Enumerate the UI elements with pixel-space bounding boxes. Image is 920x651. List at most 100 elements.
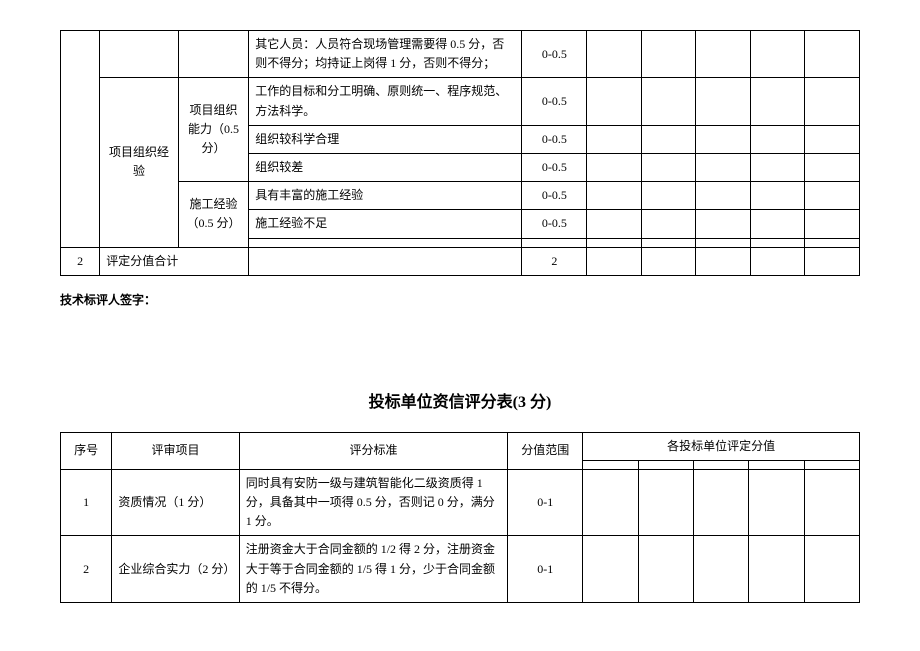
subcategory-cell: 项目组织能力（0.5 分） xyxy=(178,78,248,182)
cell: 0-0.5 xyxy=(522,153,587,181)
tech-scoring-table: 其它人员：人员符合现场管理需要得 0.5 分，否则不得分；均持证上岗得 1 分，… xyxy=(60,30,860,276)
cell: 0-1 xyxy=(508,536,583,603)
cell: 组织较差 xyxy=(249,153,522,181)
header-cell: 评审项目 xyxy=(112,432,239,469)
cell: 0-1 xyxy=(508,469,583,536)
score-cell xyxy=(749,469,804,536)
score-cell xyxy=(641,153,696,181)
score-cell xyxy=(587,78,642,125)
score-cell xyxy=(638,536,693,603)
header-row: 序号 评审项目 评分标准 分值范围 各投标单位评定分值 xyxy=(61,432,860,460)
score-cell xyxy=(641,238,696,247)
cell xyxy=(178,31,248,78)
cell: 注册资金大于合同金额的 1/2 得 2 分，注册资金大于等于合同金额的 1/5 … xyxy=(239,536,508,603)
score-header xyxy=(804,460,859,469)
score-cell xyxy=(805,247,860,275)
table-row: 施工经验（0.5 分） 具有丰富的施工经验 0-0.5 xyxy=(61,182,860,210)
score-header xyxy=(638,460,693,469)
cell: 工作的目标和分工明确、原则统一、程序规范、方法科学。 xyxy=(249,78,522,125)
score-cell xyxy=(696,31,751,78)
cell: 组织较科学合理 xyxy=(249,125,522,153)
score-cell xyxy=(750,153,805,181)
cell: 同时具有安防一级与建筑智能化二级资质得 1 分，具备其中一项得 0.5 分，否则… xyxy=(239,469,508,536)
score-cell xyxy=(750,210,805,238)
score-cell xyxy=(696,125,751,153)
score-cell xyxy=(587,153,642,181)
score-cell xyxy=(805,125,860,153)
header-cell: 各投标单位评定分值 xyxy=(583,432,860,460)
score-cell xyxy=(587,210,642,238)
cell: 施工经验不足 xyxy=(249,210,522,238)
score-cell xyxy=(587,247,642,275)
cell: 评定分值合计 xyxy=(100,247,249,275)
score-header xyxy=(693,460,748,469)
cell: 具有丰富的施工经验 xyxy=(249,182,522,210)
score-cell xyxy=(696,182,751,210)
subcategory-cell: 施工经验（0.5 分） xyxy=(178,182,248,247)
score-cell xyxy=(696,153,751,181)
score-cell xyxy=(805,238,860,247)
score-cell xyxy=(749,536,804,603)
score-cell xyxy=(696,238,751,247)
score-header xyxy=(583,460,638,469)
cell: 2 xyxy=(61,247,100,275)
total-row: 2 评定分值合计 2 xyxy=(61,247,860,275)
score-cell xyxy=(805,182,860,210)
cell xyxy=(61,31,100,248)
score-cell xyxy=(587,125,642,153)
cell: 0-0.5 xyxy=(522,78,587,125)
table-row: 项目组织经验 项目组织能力（0.5 分） 工作的目标和分工明确、原则统一、程序规… xyxy=(61,78,860,125)
table-row: 1 资质情况（1 分） 同时具有安防一级与建筑智能化二级资质得 1 分，具备其中… xyxy=(61,469,860,536)
header-cell: 评分标准 xyxy=(239,432,508,469)
score-cell xyxy=(587,182,642,210)
score-cell xyxy=(641,247,696,275)
score-cell xyxy=(583,536,638,603)
score-cell xyxy=(750,78,805,125)
cell: 2 xyxy=(61,536,112,603)
tech-signature-label: 技术标评人签字： xyxy=(60,291,860,308)
header-cell: 分值范围 xyxy=(508,432,583,469)
score-cell xyxy=(805,210,860,238)
cell: 0-0.5 xyxy=(522,210,587,238)
score-cell xyxy=(750,247,805,275)
score-cell xyxy=(587,238,642,247)
score-cell xyxy=(638,469,693,536)
score-cell xyxy=(641,182,696,210)
cell: 资质情况（1 分） xyxy=(112,469,239,536)
cell: 1 xyxy=(61,469,112,536)
cell: 0-0.5 xyxy=(522,182,587,210)
cell xyxy=(249,238,522,247)
header-cell: 序号 xyxy=(61,432,112,469)
score-cell xyxy=(641,31,696,78)
score-cell xyxy=(583,469,638,536)
score-cell xyxy=(750,182,805,210)
score-cell xyxy=(641,210,696,238)
cell: 0-0.5 xyxy=(522,31,587,78)
score-header xyxy=(749,460,804,469)
score-cell xyxy=(696,247,751,275)
table-row: 2 企业综合实力（2 分） 注册资金大于合同金额的 1/2 得 2 分，注册资金… xyxy=(61,536,860,603)
category-cell: 项目组织经验 xyxy=(100,78,179,247)
score-cell xyxy=(804,536,859,603)
score-cell xyxy=(641,125,696,153)
cell: 其它人员：人员符合现场管理需要得 0.5 分，否则不得分；均持证上岗得 1 分，… xyxy=(249,31,522,78)
score-cell xyxy=(641,78,696,125)
score-cell xyxy=(804,469,859,536)
score-cell xyxy=(750,238,805,247)
score-cell xyxy=(805,153,860,181)
cell: 2 xyxy=(522,247,587,275)
score-cell xyxy=(587,31,642,78)
credit-scoring-table: 序号 评审项目 评分标准 分值范围 各投标单位评定分值 1 资质情况（1 分） … xyxy=(60,432,860,603)
score-cell xyxy=(696,210,751,238)
cell xyxy=(522,238,587,247)
score-cell xyxy=(693,469,748,536)
score-cell xyxy=(693,536,748,603)
table-row: 其它人员：人员符合现场管理需要得 0.5 分，否则不得分；均持证上岗得 1 分，… xyxy=(61,31,860,78)
score-cell xyxy=(750,31,805,78)
score-cell xyxy=(805,31,860,78)
score-cell xyxy=(696,78,751,125)
score-cell xyxy=(805,78,860,125)
section-title: 投标单位资信评分表(3 分) xyxy=(60,388,860,412)
cell xyxy=(249,247,522,275)
cell: 企业综合实力（2 分） xyxy=(112,536,239,603)
